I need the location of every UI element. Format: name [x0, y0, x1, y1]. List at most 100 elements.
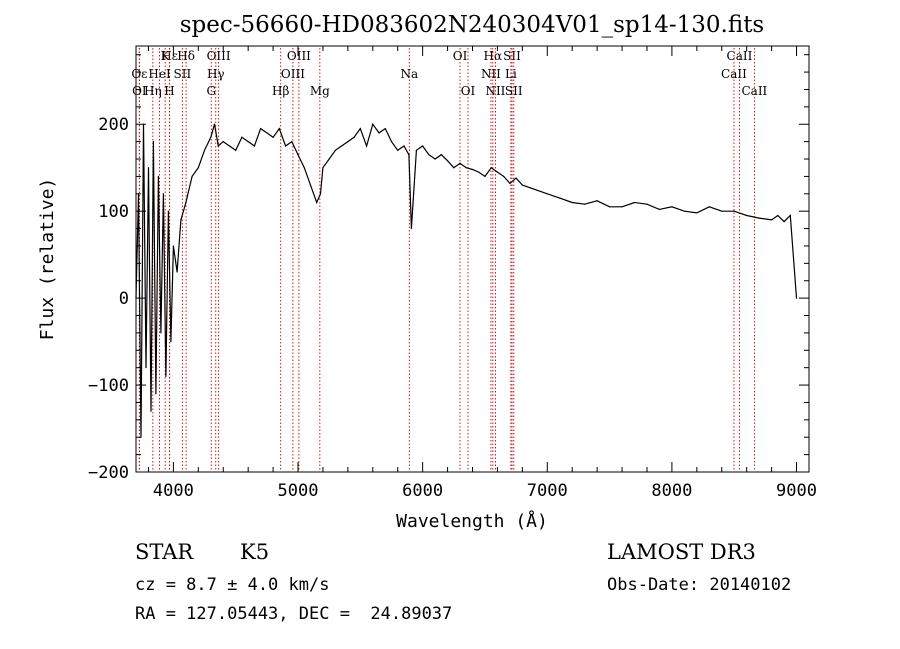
data-point	[303, 167, 305, 169]
data-point	[671, 206, 673, 208]
line-marker-label: OIII	[281, 67, 305, 81]
data-point	[162, 193, 165, 195]
data-point	[428, 154, 430, 156]
data-point	[490, 167, 492, 169]
y-tick-label: 0	[119, 289, 129, 309]
data-point	[503, 175, 505, 178]
data-point	[397, 149, 399, 151]
data-point	[152, 141, 155, 143]
line-marker-label: Na	[400, 67, 418, 81]
x-tick-label: 9000	[776, 481, 817, 501]
line-marker-label: CaII	[721, 67, 747, 81]
data-point	[328, 158, 330, 160]
data-point	[777, 214, 779, 217]
data-point	[353, 136, 355, 138]
data-point	[365, 145, 368, 147]
data-point	[297, 154, 299, 156]
x-tick-label: 7000	[527, 481, 568, 501]
data-point	[733, 210, 735, 212]
data-point	[260, 127, 262, 130]
line-marker-label: K	[161, 49, 171, 63]
y-tick-label: 100	[98, 202, 129, 222]
data-point	[621, 206, 623, 208]
data-point	[150, 410, 152, 412]
data-point	[359, 127, 361, 130]
data-point	[191, 175, 193, 178]
data-point	[217, 145, 219, 147]
line-marker-label: OI	[461, 84, 476, 98]
line-marker-label: SII	[174, 67, 192, 81]
data-point	[157, 175, 160, 178]
data-point	[571, 201, 573, 204]
data-point	[408, 154, 410, 156]
line-marker-label: CaII	[741, 84, 767, 98]
line-marker-label: Li	[505, 67, 517, 81]
line-marker-label: H	[164, 84, 174, 98]
x-tick-label: 5000	[278, 481, 319, 501]
data-point	[176, 271, 178, 273]
data-point	[758, 217, 760, 219]
x-tick-label: 6000	[402, 481, 443, 501]
y-tick-label: 200	[98, 115, 129, 135]
x-axis-label: Wavelength (Å)	[396, 510, 548, 532]
data-point	[253, 145, 255, 147]
subclass-label: K5	[240, 540, 270, 564]
x-tick-label: 8000	[651, 481, 692, 501]
data-point	[415, 149, 418, 151]
line-marker-label: Hβ	[272, 84, 289, 98]
data-point	[496, 171, 499, 173]
data-point	[783, 221, 785, 223]
data-point	[278, 127, 280, 130]
series-line	[135, 122, 798, 438]
data-point	[509, 182, 511, 184]
data-point	[185, 201, 187, 204]
line-marker-label: Hγ	[207, 67, 225, 81]
data-point	[546, 193, 548, 195]
data-point	[197, 167, 199, 169]
data-point	[584, 203, 586, 205]
data-point	[721, 210, 723, 212]
data-point	[658, 208, 661, 211]
data-point	[708, 206, 710, 208]
line-marker-label: Hα	[484, 49, 503, 63]
data-point	[165, 375, 167, 377]
y-tick-label: −100	[88, 376, 129, 396]
data-point	[180, 219, 182, 221]
line-marker-label: CaII	[727, 49, 753, 63]
data-point	[155, 393, 157, 395]
data-point	[341, 145, 343, 147]
line-marker-label: SII	[503, 49, 521, 63]
data-point	[247, 141, 249, 143]
line-marker-label: OI	[453, 49, 468, 63]
line-marker-label: SII	[505, 84, 523, 98]
chart-title: spec-56660-HD083602N240304V01_sp14-130.f…	[180, 12, 765, 38]
data-point	[266, 132, 268, 134]
data-point	[147, 167, 150, 169]
y-tick-label: −200	[88, 463, 129, 483]
data-point	[559, 197, 561, 199]
data-point	[347, 141, 349, 143]
x-tick-label: 4000	[153, 481, 194, 501]
data-point	[471, 168, 474, 171]
data-point	[160, 332, 162, 334]
data-point	[291, 141, 293, 143]
line-marker-label: NII	[485, 84, 505, 98]
data-point	[284, 145, 287, 147]
line-marker-label: Mg	[310, 84, 330, 98]
data-point	[403, 145, 405, 147]
data-point	[608, 206, 611, 208]
data-point	[319, 193, 322, 195]
data-point	[167, 210, 170, 212]
data-point	[203, 149, 206, 151]
data-point	[746, 214, 748, 217]
data-point	[422, 145, 424, 147]
line-marker-label: Hη	[144, 84, 162, 98]
data-point	[372, 123, 374, 125]
data-point	[145, 367, 147, 369]
radec-label: RA = 127.05443, DEC = 24.89037	[135, 604, 453, 624]
data-point	[309, 184, 312, 186]
data-point	[322, 167, 324, 169]
data-point	[484, 175, 486, 178]
